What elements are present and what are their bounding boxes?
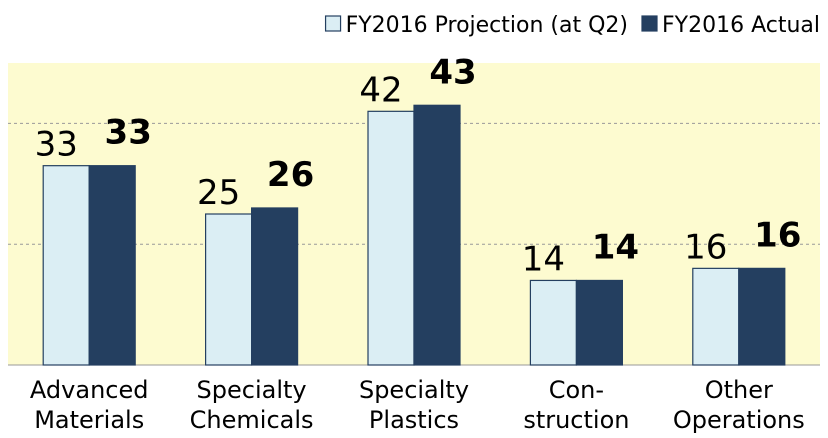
- bar: [738, 267, 786, 366]
- x-tick-label-line: struction: [523, 406, 629, 434]
- legend-label: FY2016 Projection (at Q2): [346, 13, 628, 38]
- legend-label: FY2016 Actual: [662, 13, 820, 38]
- bar: [529, 279, 578, 366]
- x-tick-label-line: Con-: [549, 376, 604, 404]
- x-tick-label-line: Operations: [673, 406, 805, 434]
- x-tick-label: Other Operations: [673, 376, 805, 434]
- data-label: 16: [684, 227, 727, 267]
- x-tick-label-line: Plastics: [369, 406, 459, 434]
- x-tick-label-line: Specialty: [197, 376, 307, 404]
- data-label: 16: [754, 215, 801, 255]
- data-label: 42: [359, 70, 402, 110]
- x-tick-label-line: Chemicals: [190, 406, 314, 434]
- x-tick-label: Specialty Plastics: [359, 376, 469, 434]
- x-tick-label: Advanced Materials: [30, 376, 149, 434]
- data-label: 43: [429, 52, 476, 92]
- x-tick-label-line: Advanced: [30, 376, 149, 404]
- bar: [251, 207, 299, 366]
- x-tick-label: Specialty Chemicals: [190, 376, 314, 434]
- data-label: 33: [105, 113, 152, 153]
- bar: [88, 165, 136, 366]
- legend-swatch: [641, 15, 658, 32]
- x-tick-label-line: Specialty: [359, 376, 469, 404]
- x-tick-label-line: Materials: [34, 406, 144, 434]
- data-label: 26: [267, 155, 314, 195]
- bar: [42, 165, 90, 366]
- bar: [692, 267, 740, 366]
- bar: [205, 213, 253, 366]
- data-label: 25: [197, 173, 240, 213]
- data-label: 14: [592, 227, 639, 267]
- x-tick-label-line: Other: [705, 376, 773, 404]
- bar: [575, 279, 624, 366]
- legend-swatch: [324, 15, 342, 32]
- data-label: 14: [522, 239, 565, 279]
- bar: [413, 104, 461, 366]
- data-label: 33: [35, 125, 78, 165]
- bar: [367, 110, 415, 366]
- x-tick-label: Con-struction: [523, 376, 629, 434]
